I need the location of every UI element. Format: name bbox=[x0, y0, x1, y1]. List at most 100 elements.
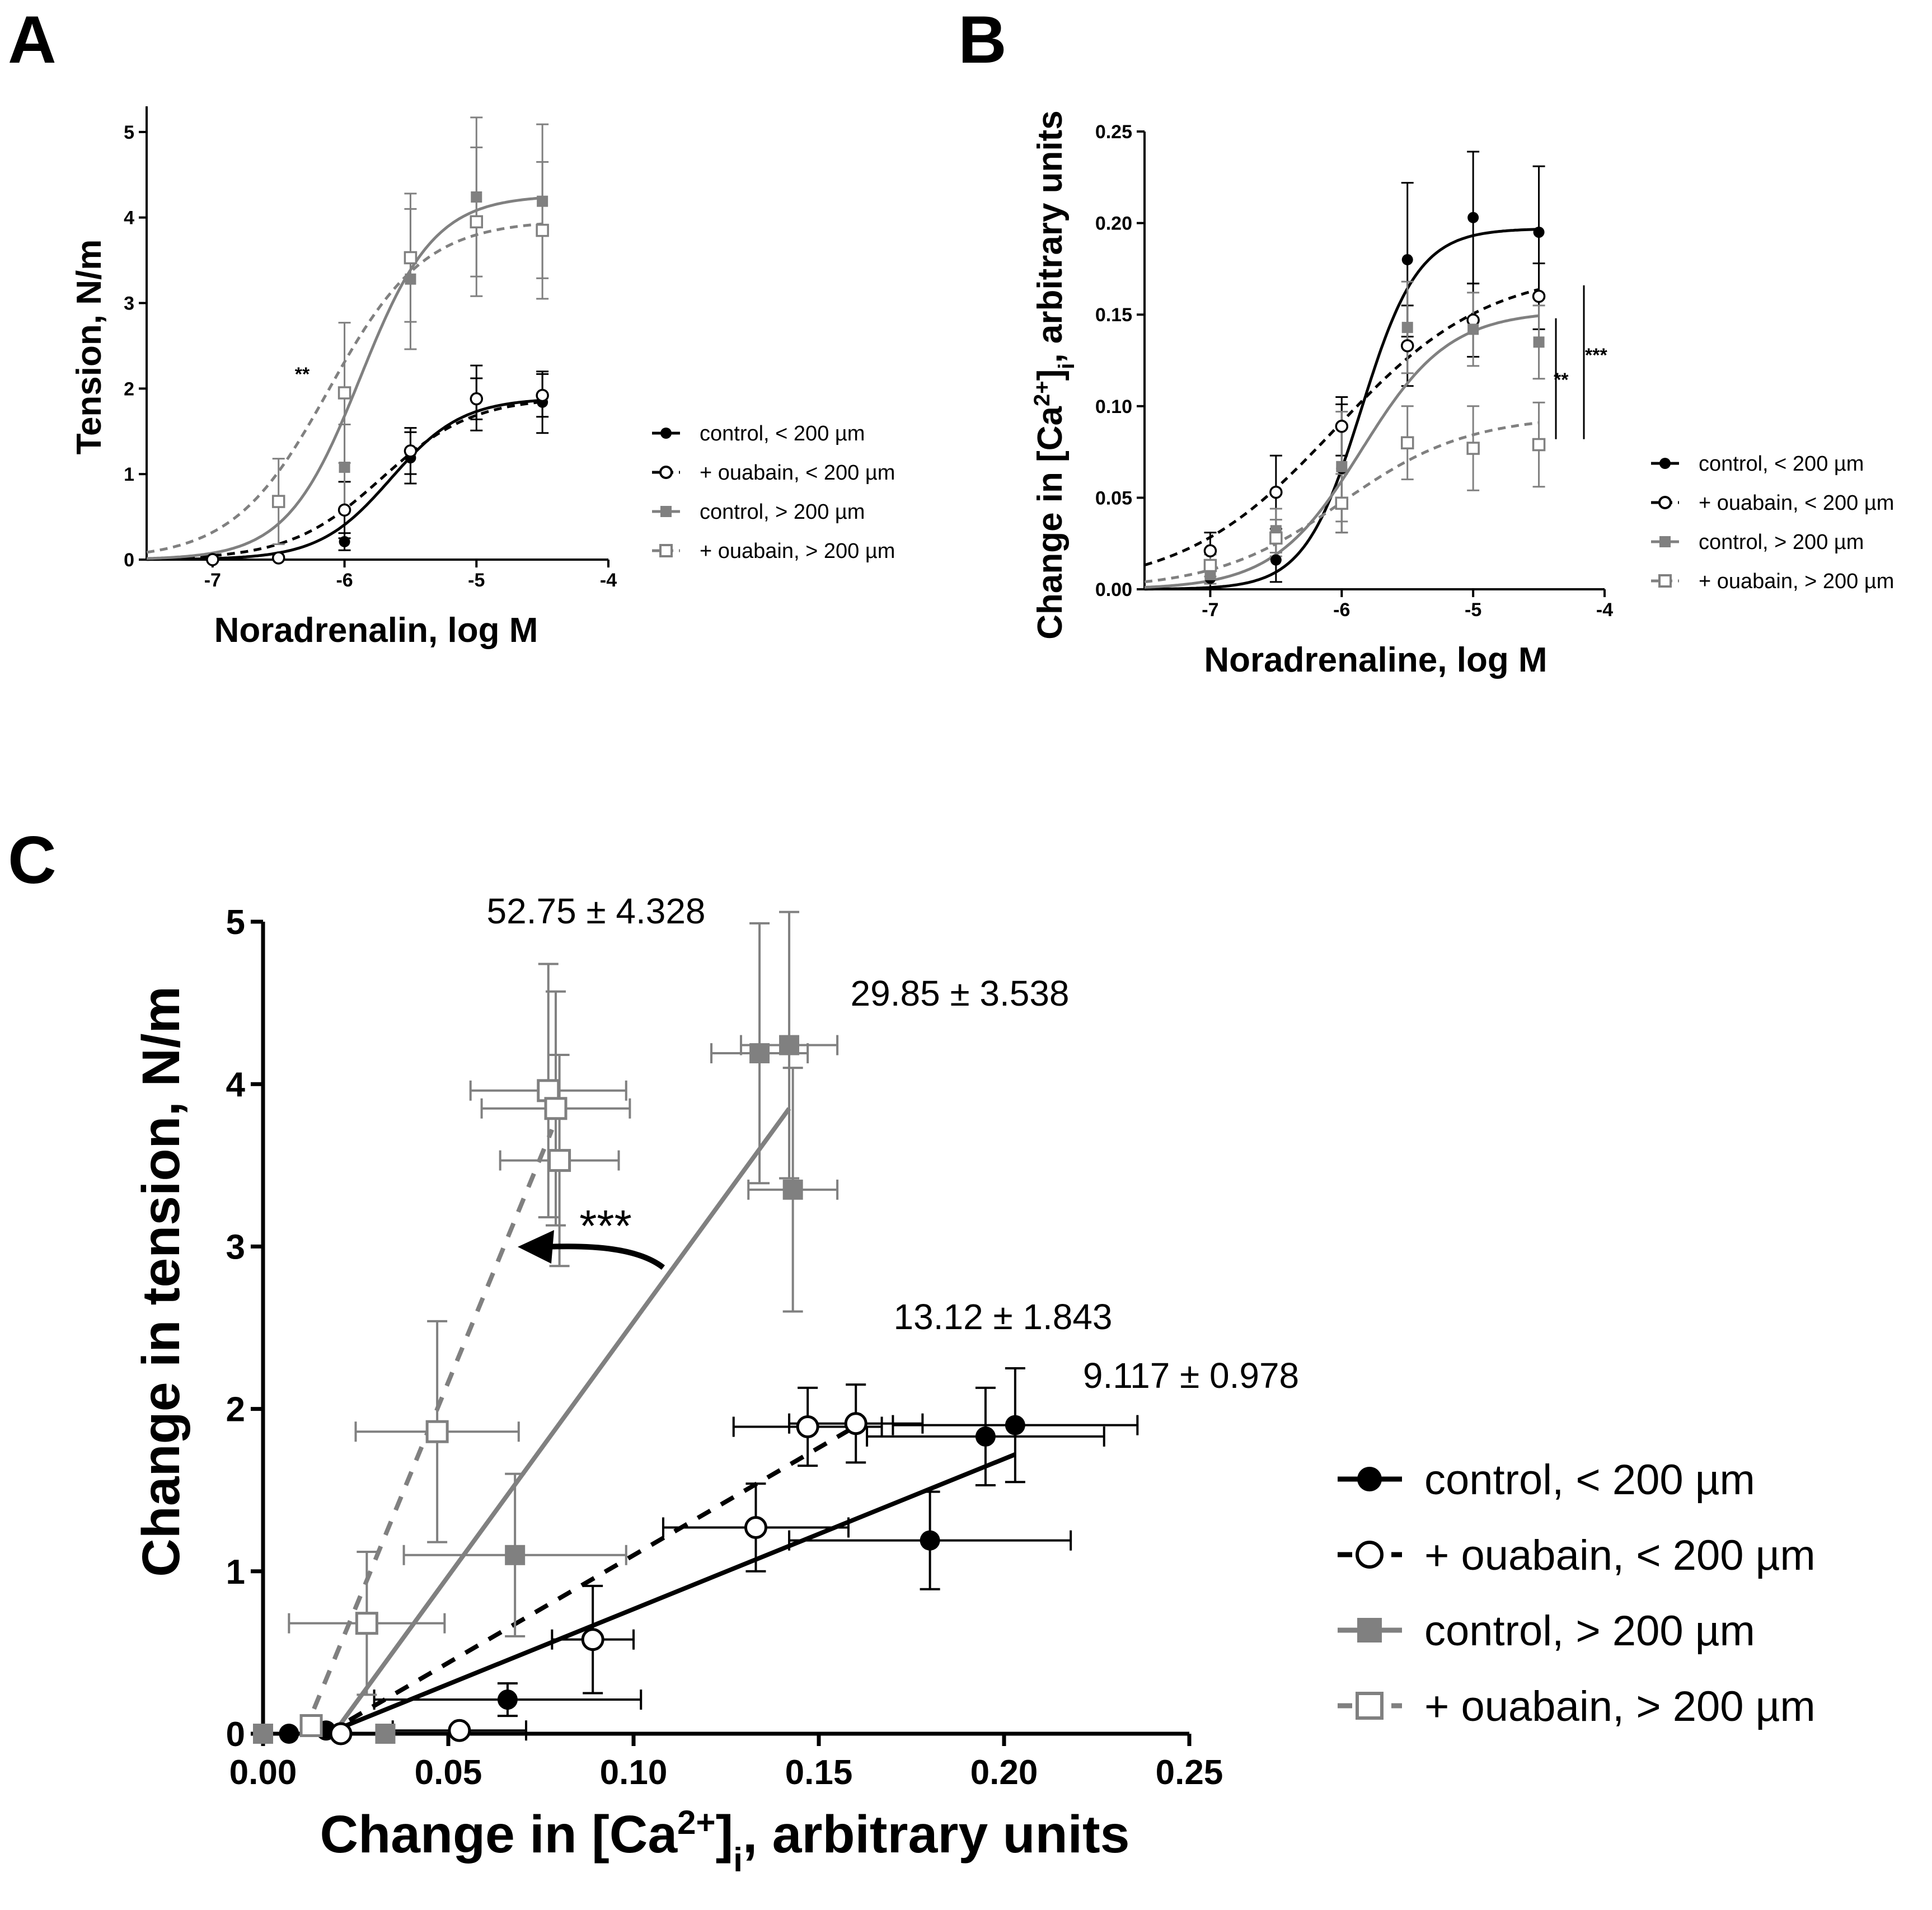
regression-line-2 bbox=[325, 1420, 865, 1736]
x-tick-label: 0.15 bbox=[785, 1753, 853, 1792]
data-point bbox=[1467, 212, 1479, 223]
y-tick-label: 5 bbox=[124, 122, 134, 143]
legend-a-label-3: control, > 200 µm bbox=[700, 500, 865, 524]
panel-c-arrow: *** bbox=[518, 1201, 665, 1270]
data-point bbox=[548, 1149, 571, 1172]
y-tick-label: 0 bbox=[124, 550, 134, 571]
data-point bbox=[537, 195, 548, 207]
data-point bbox=[470, 215, 484, 229]
data-point bbox=[448, 1719, 471, 1742]
data-point bbox=[271, 551, 285, 565]
data-point bbox=[1401, 254, 1413, 266]
legend-c-label-4: + ouabain, > 200 µm bbox=[1424, 1683, 1816, 1730]
legend-b-label-2: + ouabain, < 200 µm bbox=[1699, 491, 1894, 515]
panel-b-y-axis-title: Change in [Ca2+]i, arbitrary units bbox=[1030, 110, 1079, 640]
legend-c-label-2: + ouabain, < 200 µm bbox=[1424, 1532, 1816, 1579]
legend-c-marker-3 bbox=[1357, 1618, 1382, 1642]
data-point bbox=[975, 1426, 996, 1447]
x-tick-label: -6 bbox=[336, 570, 353, 591]
slope-label-control-large: 29.85 ± 3.538 bbox=[851, 973, 1070, 1013]
data-point bbox=[1400, 339, 1414, 353]
data-point bbox=[1005, 1415, 1025, 1435]
slope-label-ouabain-large: 52.75 ± 4.328 bbox=[487, 891, 706, 931]
data-point bbox=[279, 1724, 299, 1744]
legend-a-marker-2 bbox=[659, 466, 673, 479]
panel-b-significance-stars-2: *** bbox=[1585, 345, 1607, 366]
regression-line-1 bbox=[325, 1452, 1016, 1736]
data-point bbox=[782, 1179, 803, 1200]
data-point bbox=[536, 223, 549, 237]
data-point bbox=[337, 386, 351, 400]
data-point bbox=[544, 1097, 568, 1120]
y-tick-label: 0 bbox=[226, 1715, 245, 1754]
y-tick-label: 3 bbox=[226, 1228, 245, 1266]
data-point bbox=[299, 1714, 323, 1737]
panel-a-letter: A bbox=[8, 2, 57, 77]
data-point bbox=[206, 553, 219, 566]
data-point bbox=[1270, 554, 1282, 566]
panel-a-y-axis-title: Tension, N/m bbox=[70, 240, 109, 455]
x-tick-label: -5 bbox=[1465, 599, 1481, 621]
data-point bbox=[1400, 436, 1414, 449]
y-tick-label: 1 bbox=[226, 1553, 245, 1592]
panel-a: A -7 -6 -5 -4 0 1 2 3 4 5 Noradrenalin, log M Ten… bbox=[8, 2, 895, 650]
panel-b-letter: B bbox=[958, 2, 1007, 77]
slope-label-ouabain-small: 13.12 ± 1.843 bbox=[894, 1297, 1113, 1337]
panel-a-significance-stars: ** bbox=[295, 364, 310, 385]
data-point bbox=[749, 1043, 770, 1064]
legend-b-label-1: control, < 200 µm bbox=[1699, 452, 1864, 476]
data-point bbox=[405, 273, 416, 285]
legend-a-label-4: + ouabain, > 200 µm bbox=[700, 539, 895, 563]
data-point bbox=[339, 461, 350, 473]
data-point bbox=[844, 1412, 867, 1435]
data-point bbox=[1203, 544, 1217, 558]
x-tick-label: 0.10 bbox=[600, 1753, 668, 1792]
data-point bbox=[497, 1690, 518, 1710]
x-tick-label: 0.00 bbox=[229, 1753, 297, 1792]
y-tick-label: 2 bbox=[124, 378, 134, 400]
y-tick-label: 0.20 bbox=[1095, 213, 1132, 234]
data-point bbox=[796, 1415, 819, 1439]
panel-b-significance-stars-1: ** bbox=[1554, 369, 1569, 391]
data-point bbox=[1336, 461, 1348, 472]
data-point bbox=[1401, 322, 1413, 334]
data-point bbox=[329, 1722, 353, 1745]
legend-a-marker-3 bbox=[660, 506, 672, 517]
data-point bbox=[779, 1035, 800, 1055]
x-tick-label: 0.20 bbox=[970, 1753, 1038, 1792]
x-tick-label: 0.25 bbox=[1156, 1753, 1223, 1792]
legend-b-marker-1 bbox=[1659, 458, 1671, 469]
legend-a-label-2: + ouabain, < 200 µm bbox=[700, 461, 895, 485]
x-tick-label: -4 bbox=[600, 570, 617, 591]
data-point bbox=[536, 388, 549, 402]
x-tick-label: -7 bbox=[204, 570, 221, 591]
data-point bbox=[920, 1530, 940, 1551]
y-tick-label: 0.25 bbox=[1095, 121, 1132, 143]
data-point bbox=[1335, 420, 1349, 433]
panel-c-y-axis-title: Change in tension, N/m bbox=[132, 986, 191, 1577]
legend-a-marker-4 bbox=[659, 544, 673, 557]
panel-c-arrow-stars: *** bbox=[579, 1201, 631, 1251]
y-tick-label: 4 bbox=[226, 1066, 246, 1104]
panel-c-x-axis-title: Change in [Ca2+]i, arbitrary units bbox=[320, 1804, 1130, 1879]
x-tick-label: -7 bbox=[1202, 599, 1218, 621]
x-tick-label: -6 bbox=[1333, 599, 1350, 621]
data-point bbox=[404, 251, 418, 265]
data-point bbox=[505, 1545, 526, 1565]
legend-b-label-4: + ouabain, > 200 µm bbox=[1699, 570, 1894, 593]
data-point bbox=[1466, 442, 1480, 455]
slope-label-control-small: 9.117 ± 0.978 bbox=[1083, 1355, 1299, 1396]
y-tick-label: 0.15 bbox=[1095, 304, 1132, 326]
panel-a-legend: control, < 200 µm + ouabain, < 200 µm co… bbox=[652, 422, 895, 563]
panel-a-plot: -7 -6 -5 -4 0 1 2 3 4 5 bbox=[124, 106, 617, 591]
legend-b-label-3: control, > 200 µm bbox=[1699, 531, 1864, 554]
y-tick-label: 5 bbox=[226, 903, 245, 942]
data-point bbox=[404, 444, 418, 458]
y-tick-label: 4 bbox=[124, 208, 134, 229]
x-tick-label: -4 bbox=[1596, 599, 1613, 621]
legend-a-marker-1 bbox=[660, 428, 672, 439]
legend-b-marker-4 bbox=[1658, 574, 1672, 588]
data-point bbox=[1467, 323, 1479, 335]
y-tick-label: 3 bbox=[124, 293, 134, 315]
